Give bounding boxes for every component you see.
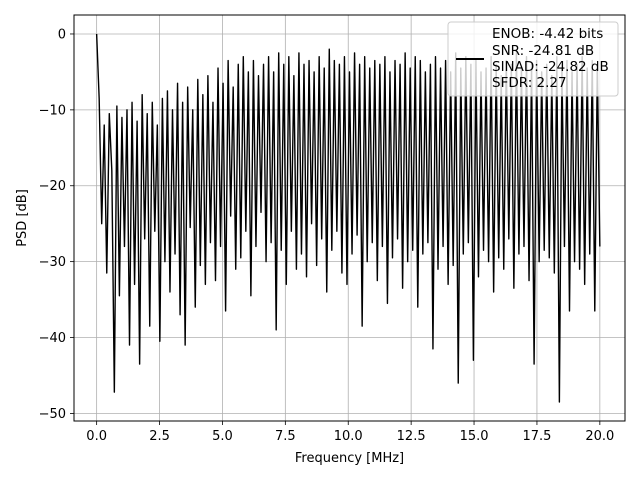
- legend-box: [447, 21, 619, 97]
- x-tick-label: 15.0: [460, 429, 489, 444]
- legend-line-enob: ENOB: -4.42 bits: [492, 26, 603, 42]
- x-tick-label: 10.0: [334, 429, 363, 444]
- plot-frame: [73, 14, 626, 422]
- x-axis: 0.0 2.5 5.0 7.5 10.0 12.5 15.0 17.5 20.0: [86, 421, 614, 444]
- x-tick-label: 7.5: [275, 429, 296, 444]
- y-tick-label: 0: [58, 27, 66, 42]
- x-tick-label: 12.5: [397, 429, 426, 444]
- legend-line-snr: SNR: -24.81 dB: [492, 43, 594, 59]
- x-tick-label: 20.0: [585, 429, 614, 444]
- y-axis-label: PSD [dB]: [15, 189, 30, 247]
- y-tick-label: −10: [39, 103, 66, 118]
- x-tick-label: 2.5: [149, 429, 170, 444]
- x-axis-label: Frequency [MHz]: [295, 451, 404, 466]
- x-tick-label: 0.0: [86, 429, 107, 444]
- legend-line-sinad: SINAD: -24.82 dB: [492, 59, 609, 75]
- x-tick-label: 17.5: [522, 429, 551, 444]
- legend: ENOB: -4.42 bits SNR: -24.81 dB SINAD: -…: [447, 21, 619, 97]
- y-axis: 0 −10 −20 −30 −40 −50: [39, 27, 74, 422]
- y-tick-label: −20: [39, 179, 66, 194]
- x-tick-label: 5.0: [212, 429, 233, 444]
- y-tick-label: −40: [39, 331, 66, 346]
- y-tick-label: −30: [39, 255, 66, 270]
- legend-line-sfdr: SFDR: 2.27: [492, 75, 567, 91]
- y-tick-label: −50: [39, 407, 66, 422]
